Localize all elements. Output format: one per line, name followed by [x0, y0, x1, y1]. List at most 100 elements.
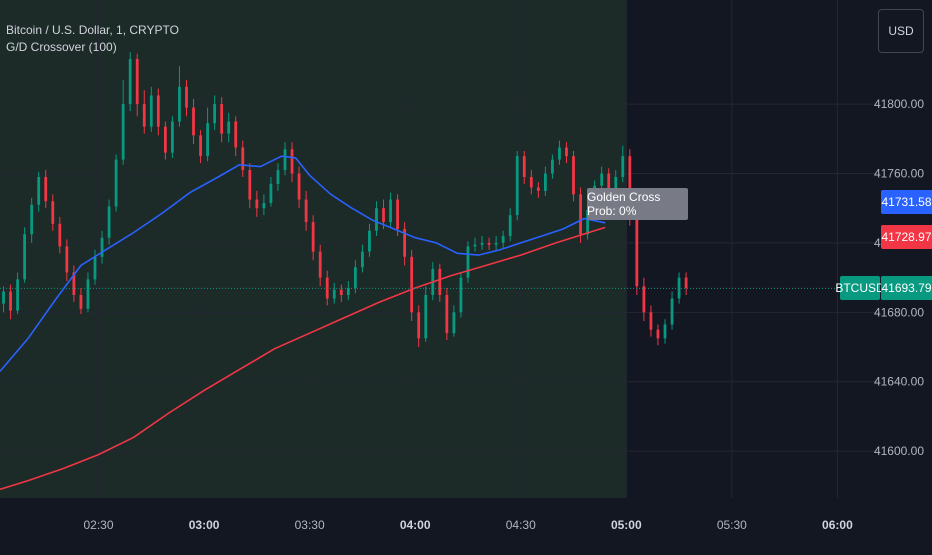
candle-up: [480, 242, 484, 245]
candle-down: [248, 170, 252, 200]
candle-up: [515, 156, 519, 216]
x-tick-label: 03:00: [189, 518, 220, 532]
candle-up: [332, 289, 336, 299]
candle-down: [58, 223, 62, 247]
candle-up: [459, 277, 463, 313]
candle-up: [2, 291, 5, 304]
candle-up: [283, 149, 287, 171]
candle-up: [558, 147, 561, 160]
candle-down: [403, 229, 407, 257]
currency-button[interactable]: USD: [878, 9, 924, 53]
candle-down: [565, 147, 568, 157]
candle-down: [9, 291, 12, 311]
candle-down: [185, 86, 188, 108]
candle-down: [417, 312, 421, 339]
candle-up: [663, 324, 667, 339]
candle-down: [199, 135, 202, 157]
candle-up: [677, 277, 681, 299]
x-tick-label: 04:30: [506, 518, 536, 532]
x-tick-label: 04:00: [400, 518, 431, 532]
candle-up: [346, 288, 350, 295]
candle-up: [508, 215, 512, 236]
candle-up: [551, 159, 554, 174]
golden-cross-tooltip: Golden Cross Prob: 0%: [587, 188, 688, 220]
candle-up: [600, 173, 604, 186]
candle-up: [93, 256, 97, 280]
candle-up: [424, 294, 428, 339]
candle-up: [149, 95, 153, 127]
candle-down: [65, 246, 69, 273]
candle-up: [206, 123, 209, 157]
candle-up: [586, 209, 589, 235]
candle-down: [656, 329, 660, 339]
candle-up: [269, 183, 273, 204]
candle-down: [51, 201, 55, 224]
candle-up: [23, 234, 27, 280]
indicator-label[interactable]: G/D Crossover (100): [6, 40, 117, 54]
candle-up: [452, 312, 456, 334]
candle-down: [635, 216, 639, 287]
candle-down: [607, 173, 611, 202]
candle-up: [227, 121, 231, 134]
x-tick-label: 03:30: [295, 518, 325, 532]
candle-down: [255, 199, 259, 209]
candle-up: [375, 208, 378, 231]
y-tick-label: 41640.00: [874, 375, 924, 389]
slow-ma-price-badge: 41728.97: [881, 225, 932, 249]
x-tick-label: 05:00: [611, 518, 642, 532]
y-tick-label: 41680.00: [874, 305, 924, 319]
candle-down: [156, 95, 160, 127]
candle-up: [473, 244, 477, 247]
candle-down: [445, 294, 449, 334]
candle-down: [628, 156, 632, 217]
candle-down: [382, 208, 385, 223]
x-tick-label: 05:30: [717, 518, 747, 532]
candle-up: [121, 104, 125, 160]
candle-down: [684, 277, 688, 289]
y-tick-label: 41800.00: [874, 97, 924, 111]
candle-down: [311, 222, 315, 252]
candle-down: [529, 176, 533, 188]
candle-down: [318, 251, 322, 278]
candle-down: [649, 312, 653, 330]
candle-down: [135, 58, 139, 105]
candle-down: [79, 294, 83, 309]
candle-down: [572, 156, 575, 195]
candle-up: [128, 58, 132, 105]
candle-down: [44, 176, 48, 202]
candle-up: [213, 104, 217, 124]
candle-up: [86, 279, 90, 309]
candle-down: [72, 272, 76, 295]
candle-up: [171, 121, 174, 153]
candle-down: [410, 256, 414, 313]
candle-down: [522, 156, 526, 177]
candle-down: [304, 199, 308, 223]
candle-down: [234, 121, 238, 148]
candle-down: [487, 242, 491, 245]
candle-up: [389, 199, 392, 223]
candle-up: [543, 173, 547, 191]
candle-up: [107, 206, 111, 238]
fast-ma-price-badge: 41731.58: [881, 190, 932, 214]
fast-ma-line: [0, 155, 606, 372]
candle-up: [353, 267, 357, 289]
last-price-badge: 41693.79: [881, 276, 932, 301]
candle-down: [579, 194, 582, 235]
candle-up: [114, 159, 118, 207]
candle-down: [536, 187, 540, 191]
y-tick-label: 41600.00: [874, 444, 924, 458]
candle-up: [368, 230, 371, 252]
candle-down: [438, 268, 442, 295]
candle-down: [241, 147, 245, 171]
candle-up: [37, 176, 41, 205]
candle-up: [621, 156, 625, 177]
candle-up: [670, 298, 674, 325]
candle-up: [466, 246, 470, 278]
candle-up: [100, 237, 104, 257]
candle-down: [192, 107, 195, 136]
candle-down: [290, 149, 294, 174]
chart-legend: Bitcoin / U.S. Dollar, 1, CRYPTO G/D Cro…: [6, 22, 179, 56]
candle-up: [178, 86, 181, 122]
